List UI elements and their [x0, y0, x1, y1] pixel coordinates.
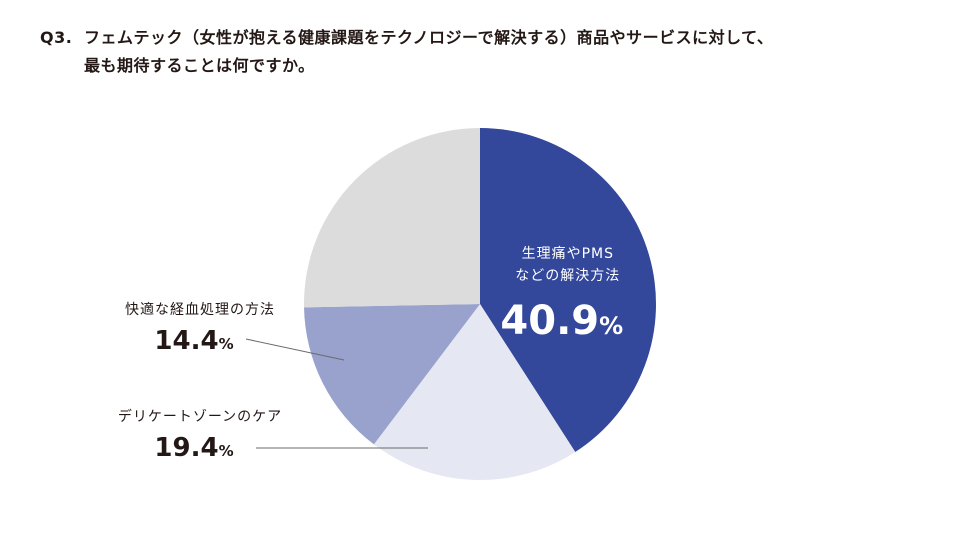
slice-3-label: 快適な経血処理の方法	[125, 301, 275, 318]
question-number: Q3.	[40, 28, 73, 47]
slice-2-unit: %	[219, 442, 234, 460]
slice-2-label: デリケートゾーンのケア	[118, 408, 282, 425]
leader-line-slice-3	[245, 338, 345, 361]
pie-slice-3	[304, 304, 480, 445]
slice-1-label-line-1: 生理痛やPMS	[522, 245, 614, 262]
chart-title: Q3. フェムテック（女性が抱える健康課題をテクノロジーで解決する）商品やサービス…	[40, 24, 940, 80]
slice-3-unit: %	[219, 335, 234, 353]
pie-slices	[304, 128, 657, 481]
pie-slice-2	[373, 304, 576, 481]
slice-1-unit: %	[599, 312, 623, 340]
slice-1-label-line-2: などの解決方法	[515, 268, 620, 284]
slice-2-value: 19.4%	[154, 433, 233, 463]
title-line-2: 最も期待することは何ですか。	[84, 56, 315, 75]
pie-slice-4	[304, 128, 480, 308]
title-line-1: フェムテック（女性が抱える健康課題をテクノロジーで解決する）商品やサービスに対し…	[84, 28, 774, 47]
leader-lines	[245, 338, 428, 449]
slice-3-value: 14.4%	[154, 326, 233, 356]
pie-slice-1	[480, 128, 657, 453]
